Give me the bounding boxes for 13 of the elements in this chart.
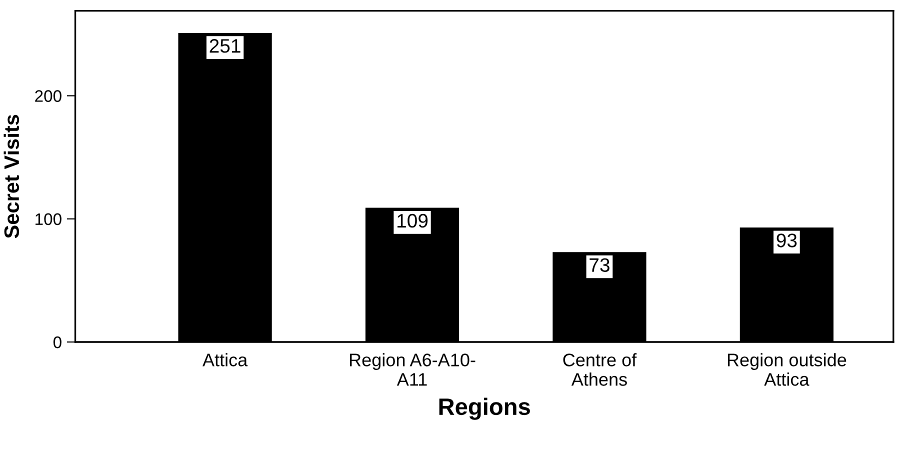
y-axis-title: Secret Visits [4,114,20,238]
x-tick-label: Attica [202,353,248,366]
data-label: 73 [590,258,610,272]
x-axis-title: Regions [439,398,530,420]
y-tick-label: 0 [53,336,62,348]
data-label: 251 [210,39,240,53]
x-tick-label: Region outside Attica [728,353,846,386]
x-tick-label: Region A6-A10- A11 [350,353,476,386]
x-tick-label: Centre of Athens [563,353,637,386]
data-label: 109 [398,214,428,228]
y-tick-label: 200 [35,90,62,102]
y-tick-label: 100 [36,213,62,226]
data-label: 93 [776,234,797,248]
